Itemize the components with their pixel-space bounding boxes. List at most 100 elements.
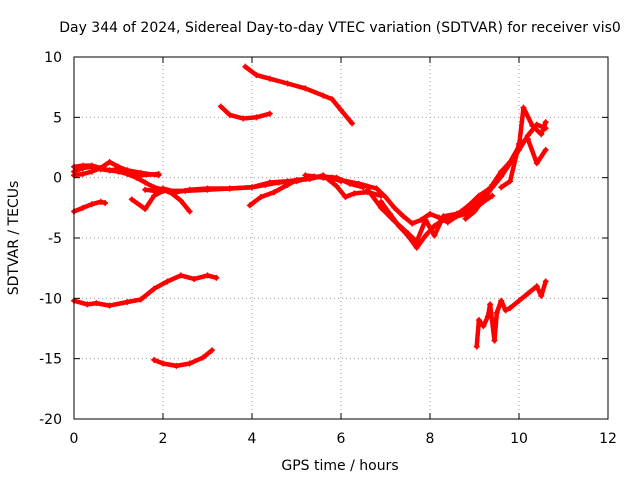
x-tick-label: 8: [426, 431, 435, 447]
y-tick-label: -15: [39, 352, 62, 368]
data-point-plus: [257, 193, 264, 200]
data-point-plus: [253, 114, 260, 121]
data-point-plus: [355, 180, 362, 187]
data-point-plus: [475, 192, 482, 199]
data-point-plus: [338, 177, 344, 184]
data-point-plus: [173, 362, 180, 369]
data-point-plus: [458, 208, 465, 215]
data-point-plus: [462, 215, 469, 222]
data-point-plus: [431, 222, 438, 229]
data-point-plus: [177, 197, 184, 204]
data-point-plus: [320, 174, 327, 181]
data-point-plus: [79, 204, 86, 211]
data-point-plus: [204, 185, 211, 192]
data-point-plus: [240, 115, 247, 122]
data-point-plus: [79, 162, 86, 169]
data-point-plus: [93, 300, 100, 307]
data-point-plus: [349, 120, 356, 127]
data-point-plus: [373, 185, 380, 192]
series-line: [71, 273, 219, 308]
data-point-plus: [164, 278, 171, 285]
data-point-plus: [160, 185, 166, 192]
data-point-plus: [124, 298, 131, 305]
data-point-plus: [253, 72, 260, 79]
axis-ticks: 0 2 4 6 8 10 12 -20 -15 -10 -5 0 5 10: [39, 50, 617, 447]
data-point-plus: [106, 302, 113, 309]
x-tick-label: 4: [248, 431, 257, 447]
data-point-plus: [177, 272, 184, 279]
series-s18: [473, 278, 549, 350]
data-point-plus: [186, 186, 193, 193]
series-line: [378, 187, 491, 250]
data-point-plus: [431, 232, 438, 239]
data-point-plus: [480, 323, 487, 330]
data-point-plus: [409, 220, 416, 227]
data-point-plus: [151, 187, 158, 194]
data-point-plus: [128, 196, 135, 203]
data-point-plus: [226, 185, 233, 192]
data-point-plus: [498, 297, 505, 304]
data-point-plus: [200, 354, 207, 361]
data-point-plus: [186, 360, 193, 367]
data-point-plus: [142, 179, 149, 186]
series-line: [498, 136, 548, 190]
data-point-plus: [266, 75, 273, 82]
data-point-plus: [473, 343, 480, 350]
series-s15: [242, 63, 356, 127]
y-tick-label: 0: [53, 171, 62, 187]
data-point-plus: [226, 111, 233, 118]
data-point-plus: [533, 283, 540, 290]
data-point-plus: [302, 85, 309, 92]
data-point-plus: [84, 301, 91, 308]
data-point-plus: [386, 210, 393, 217]
data-point-plus: [155, 171, 162, 178]
data-point-plus: [507, 158, 514, 165]
data-point-plus: [88, 201, 95, 208]
y-axis-label: SDTVAR / TECUs: [6, 181, 22, 296]
data-point-plus: [217, 103, 224, 110]
x-tick-label: 6: [337, 431, 346, 447]
data-point-plus: [262, 181, 269, 188]
data-point-plus: [542, 146, 549, 153]
x-tick-label: 12: [599, 431, 617, 447]
data-point-plus: [422, 232, 429, 239]
data-point-plus: [106, 158, 113, 165]
data-point-plus: [422, 216, 429, 223]
data-point-plus: [533, 121, 540, 128]
series-s8: [302, 172, 496, 227]
data-point-plus: [208, 347, 215, 354]
data-point-plus: [449, 213, 456, 220]
data-point-plus: [498, 168, 505, 175]
data-point-plus: [115, 168, 122, 175]
data-point-plus: [275, 179, 282, 186]
data-point-plus: [102, 200, 109, 207]
data-point-plus: [242, 63, 249, 70]
data-point-plus: [142, 206, 149, 213]
data-point-plus: [533, 160, 540, 167]
data-point-plus: [151, 356, 158, 363]
y-tick-label: 5: [53, 110, 62, 126]
data-point-plus: [538, 131, 545, 138]
data-point-plus: [491, 337, 498, 344]
data-point-plus: [471, 204, 478, 211]
x-tick-label: 10: [510, 431, 528, 447]
y-tick-label: -20: [39, 412, 62, 428]
data-point-plus: [186, 208, 193, 215]
data-point-plus: [284, 181, 291, 188]
data-point-plus: [266, 110, 273, 117]
data-point-plus: [413, 244, 420, 251]
data-point-plus: [79, 171, 86, 178]
data-point-plus: [480, 193, 487, 200]
data-point-plus: [249, 184, 255, 191]
chart-title: Day 344 of 2024, Sidereal Day-to-day VTE…: [59, 20, 621, 36]
data-point-plus: [524, 290, 531, 297]
data-point-plus: [133, 174, 140, 181]
series-s2: [71, 158, 162, 179]
data-point-plus: [493, 309, 500, 316]
data-point-plus: [342, 193, 349, 200]
data-point-plus: [507, 304, 514, 311]
data-point-plus: [529, 122, 536, 129]
series-line: [474, 279, 548, 349]
data-point-plus: [440, 216, 447, 223]
data-point-plus: [333, 183, 340, 190]
